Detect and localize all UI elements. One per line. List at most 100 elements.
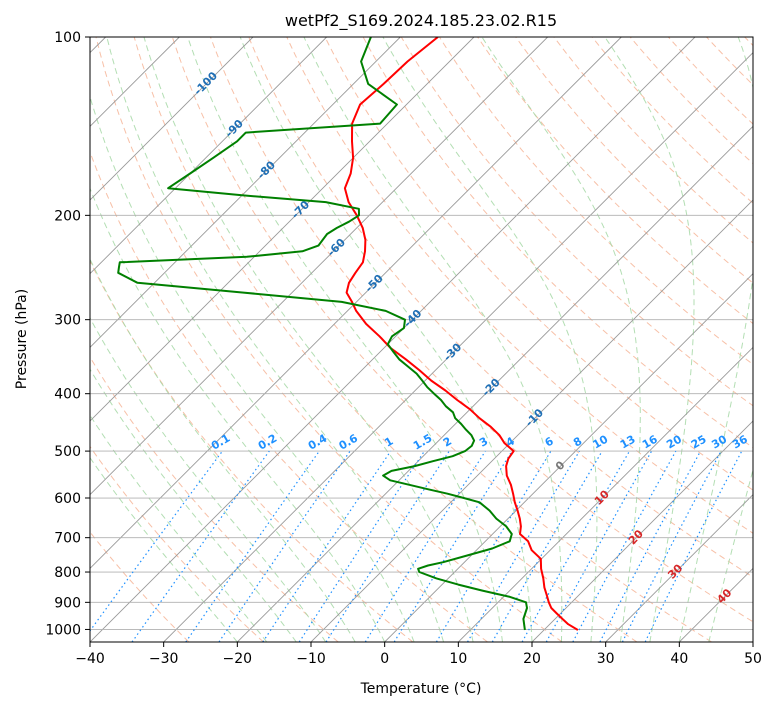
moist-adiabat-line [90, 257, 356, 642]
mixing-ratio-line [325, 450, 450, 642]
dry-adiabat-line [90, 150, 488, 642]
mixing-ratio-line [364, 450, 486, 642]
x-tick-label: −20 [223, 651, 253, 667]
x-tick-label: 20 [523, 651, 541, 667]
x-tick-label: 10 [449, 651, 467, 667]
mixing-ratio-label: 8 [571, 435, 584, 450]
mixing-ratio-label: 1.5 [411, 432, 434, 453]
x-tick-label: 40 [670, 651, 688, 667]
y-tick-label: 300 [54, 313, 81, 329]
isotherm-line [679, 567, 753, 642]
isotherm-line [90, 37, 327, 275]
x-tick-label: 50 [744, 651, 762, 667]
moist-adiabat-line [90, 368, 297, 642]
dry-adiabat-line [744, 37, 753, 47]
isotherm-label: -80 [255, 158, 278, 181]
x-tick-label: 30 [597, 651, 615, 667]
y-tick-label: 700 [54, 531, 81, 547]
chart-title: wetPf2_S169.2024.185.23.02.R15 [285, 11, 557, 31]
dry-adiabat-line [210, 37, 753, 623]
mixing-ratio-label: 25 [689, 433, 709, 452]
moist-adiabat-line [143, 37, 474, 642]
dry-adiabat-line [438, 37, 753, 365]
mixing-ratio-line [218, 450, 351, 642]
isotherm-line [531, 420, 753, 642]
dry-adiabat-label: 40 [714, 586, 734, 606]
isotherm-label: -30 [441, 340, 464, 363]
y-tick-label: 900 [54, 595, 81, 611]
moist-adiabat-line [187, 37, 503, 642]
mixing-ratio-line [131, 450, 270, 642]
zero-isotherm-label: 0 [553, 458, 568, 473]
x-axis-title: Temperature (°C) [360, 681, 482, 697]
isotherm-line [752, 641, 753, 642]
moist-adiabat-line [239, 37, 533, 642]
dry-adiabat-line [629, 37, 753, 165]
y-axis-ticks: 1000 900 800 700 600 500 400 300 200 100 [45, 30, 90, 638]
dry-adiabat-line [706, 37, 753, 86]
mixing-ratio-line [521, 450, 631, 642]
mixing-ratio-line [90, 450, 223, 632]
moist-adiabat-line [90, 414, 268, 642]
mixing-ratio-label: 13 [618, 433, 638, 452]
mixing-ratio-line [435, 450, 552, 642]
isotherm-line [90, 37, 401, 348]
y-tick-label: 1000 [45, 622, 81, 638]
mixing-ratio-line [393, 450, 513, 642]
moist-adiabat-line [604, 37, 695, 642]
x-tick-label: −40 [75, 651, 105, 667]
dry-adiabat-line [95, 37, 563, 642]
y-tick-label: 500 [54, 444, 81, 460]
dry-adiabat-line [400, 37, 753, 407]
mixing-ratio-label: 3 [477, 435, 490, 450]
dry-adiabat-line [553, 37, 753, 244]
dry-adiabat-line [591, 37, 753, 204]
isotherm-label: -10 [523, 406, 546, 429]
mixing-ratio-line [298, 450, 425, 642]
mixing-ratio-line [185, 450, 320, 642]
isotherm-line [90, 37, 475, 422]
dry-adiabat-label: 10 [592, 487, 612, 507]
isotherm-line [163, 52, 753, 642]
isotherm-line [310, 199, 753, 642]
moist-adiabat-line [90, 95, 415, 642]
mixing-ratio-label: 36 [730, 432, 750, 451]
isotherm-line [458, 346, 753, 642]
moist-adiabat-line [90, 456, 238, 642]
isotherm-label: -20 [480, 376, 503, 399]
mixing-ratio-label: 16 [640, 432, 660, 451]
isotherm-label: -60 [325, 236, 348, 259]
dewpoint-profile-line [117, 37, 528, 631]
mixing-ratio-line [599, 450, 702, 642]
isotherm-line [605, 494, 753, 642]
isotherm-line [237, 125, 753, 642]
dry-adiabat-line [248, 37, 753, 578]
y-tick-label: 800 [54, 565, 81, 581]
x-tick-label: −10 [296, 651, 326, 667]
dry-adiabat-line [477, 37, 753, 325]
y-axis-title: Pressure (hPa) [14, 289, 30, 389]
mixing-ratio-line [262, 450, 392, 642]
plot-area: 0.1 0.2 0.4 0.6 1 1.5 2 3 4 6 8 10 13 16 20 25 30 36-100-… [90, 37, 753, 642]
y-tick-label: 100 [54, 30, 81, 46]
mixing-ratio-line [466, 450, 580, 642]
isotherm-line [90, 37, 548, 496]
mixing-ratio-label: 0.1 [209, 432, 232, 453]
dry-adiabat-line [515, 37, 753, 284]
x-tick-label: −30 [149, 651, 179, 667]
dry-adiabat-line [171, 37, 712, 642]
x-axis-ticks: −40 −30 −20 −10 0 10 20 30 40 50 [75, 642, 762, 667]
isotherm-label: -100 [191, 69, 220, 98]
dry-adiabat-line [668, 37, 753, 125]
isotherm-line [384, 273, 753, 642]
mixing-ratio-line [644, 450, 743, 642]
dry-adiabat-label: 20 [626, 527, 646, 547]
y-tick-label: 400 [54, 387, 81, 403]
isotherm-line [90, 37, 254, 201]
y-tick-label: 200 [54, 208, 81, 224]
isotherm-line [90, 37, 622, 569]
mixing-ratio-line [572, 450, 677, 642]
mixing-ratio-label: 0.2 [256, 432, 279, 453]
mixing-ratio-label: 0.4 [306, 431, 330, 452]
